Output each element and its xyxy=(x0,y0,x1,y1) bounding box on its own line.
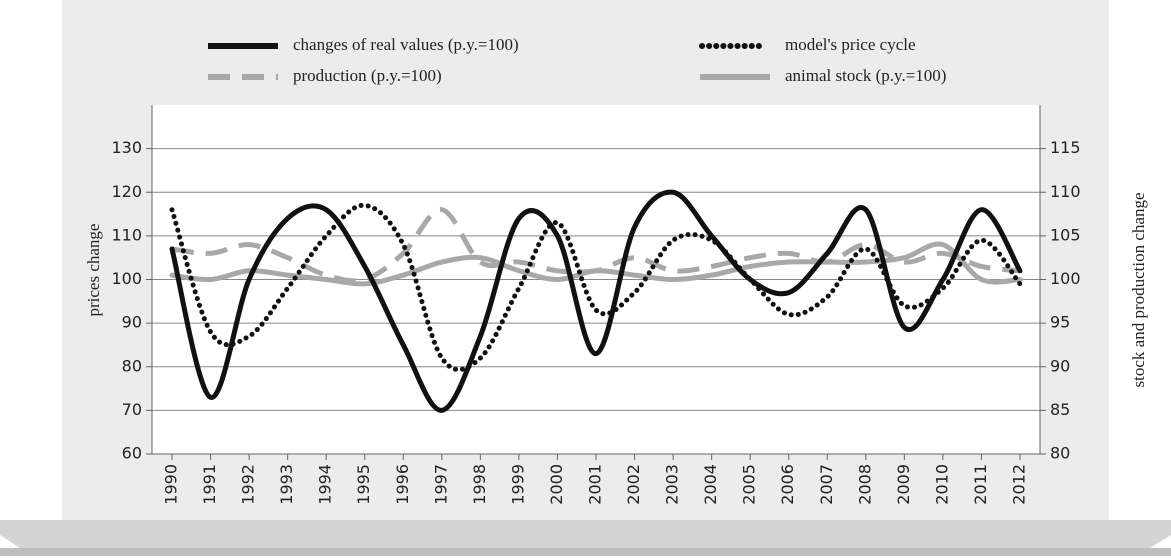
y2-tick-label: 80 xyxy=(1050,444,1070,463)
legend-label: animal stock (p.y.=100) xyxy=(785,66,946,85)
y-tick-label: 60 xyxy=(122,444,142,463)
y2-tick-label: 95 xyxy=(1050,313,1070,332)
x-tick-label: 2007 xyxy=(817,464,836,505)
x-tick-label: 1994 xyxy=(316,464,335,505)
x-tick-label: 2010 xyxy=(932,464,951,505)
x-tick-label: 2004 xyxy=(701,464,720,505)
x-tick-label: 1990 xyxy=(162,464,181,505)
x-tick-label: 2002 xyxy=(624,464,643,505)
y2-tick-label: 90 xyxy=(1050,356,1070,375)
legend-label: model's price cycle xyxy=(785,35,916,54)
x-tick-label: 1999 xyxy=(508,464,527,505)
x-tick-label: 2006 xyxy=(778,464,797,505)
y-tick-label: 90 xyxy=(122,313,142,332)
x-tick-label: 1991 xyxy=(200,464,219,505)
x-tick-label: 2008 xyxy=(855,464,874,505)
y-tick-label: 120 xyxy=(111,182,142,201)
x-tick-label: 2011 xyxy=(971,464,990,505)
legend-label: production (p.y.=100) xyxy=(293,66,442,85)
x-tick-label: 1995 xyxy=(354,464,373,505)
x-tick-label: 1996 xyxy=(393,464,412,505)
x-tick-label: 2000 xyxy=(547,464,566,505)
x-tick-label: 2001 xyxy=(586,464,605,505)
y-tick-label: 80 xyxy=(122,356,142,375)
line-series xyxy=(169,189,1023,413)
x-tick-label: 1997 xyxy=(431,464,450,505)
x-tick-label: 2005 xyxy=(740,464,759,505)
y2-tick-label: 105 xyxy=(1050,225,1081,244)
x-tick-label: 2009 xyxy=(894,464,913,505)
shelf-edge xyxy=(0,548,1171,556)
line-series xyxy=(169,202,1023,372)
x-tick-label: 1998 xyxy=(470,464,489,505)
x-tick-label: 2012 xyxy=(1010,464,1029,505)
x-tick-label: 2003 xyxy=(663,464,682,505)
y-tick-label: 130 xyxy=(111,138,142,157)
legend-label: changes of real values (p.y.=100) xyxy=(293,35,519,54)
legend: changes of real values (p.y.=100) product… xyxy=(208,35,946,85)
x-tick-label: 1993 xyxy=(277,464,296,505)
y2-tick-label: 110 xyxy=(1050,182,1081,201)
y-tick-label: 110 xyxy=(111,225,142,244)
y-tick-label: 100 xyxy=(111,269,142,288)
y2-tick-label: 85 xyxy=(1050,400,1070,419)
y-tick-label: 70 xyxy=(122,400,142,419)
y2-axis-label: stock and production change xyxy=(1129,193,1148,388)
shelf xyxy=(0,520,1171,548)
y2-tick-label: 100 xyxy=(1050,269,1081,288)
y2-tick-label: 115 xyxy=(1050,138,1081,157)
x-tick-label: 1992 xyxy=(239,464,258,505)
y-axis-label: prices change xyxy=(84,224,103,317)
